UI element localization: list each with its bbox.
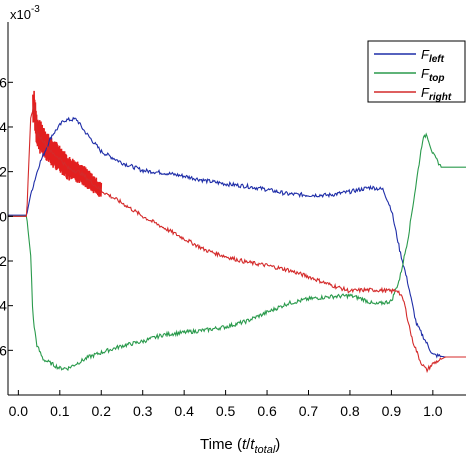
x-tick-label: 0.7 — [299, 403, 319, 419]
series-top-line — [8, 132, 466, 372]
legend-label-top: Ftop — [421, 66, 445, 84]
x-tick-label: 0.6 — [257, 403, 277, 419]
plot-area — [8, 90, 466, 374]
series-right-noise-band — [32, 90, 103, 197]
legend-entry-right: Fright — [374, 85, 452, 103]
y-tick-label: 2 — [0, 253, 7, 269]
x-tick-label: 0.5 — [216, 403, 236, 419]
y-tick-label: 4 — [0, 119, 7, 135]
series-left-line — [8, 116, 466, 359]
x-tick-label: 0.4 — [174, 403, 194, 419]
legend-label-left: Fleft — [421, 47, 445, 65]
y-tick-label: 4 — [0, 298, 7, 314]
x-tick-label: 0.1 — [50, 403, 70, 419]
series-right-line — [8, 104, 466, 374]
x-tick-label: 0.0 — [9, 403, 29, 419]
y-tick-label: 6 — [0, 74, 7, 90]
x-tick-label: 0.2 — [92, 403, 112, 419]
x-axis-label: Time (t/ttotal) — [200, 436, 280, 456]
y-tick-label: 6 — [0, 342, 7, 358]
legend: Fleft Ftop Fright — [367, 40, 466, 103]
x-tick-label: 1.0 — [423, 403, 443, 419]
legend-entry-top: Ftop — [374, 66, 445, 84]
x-tick-label: 0.8 — [340, 403, 360, 419]
x-tick-label: 0.3 — [133, 403, 153, 419]
legend-label-right: Fright — [421, 85, 452, 103]
legend-entry-left: Fleft — [374, 47, 445, 65]
y-tick-label: 2 — [0, 164, 7, 180]
axes: 0.0 0.1 0.2 0.3 0.4 0.5 0.6 0.7 0.8 0.9 1.0 6 4 2 0 2 4 6 — [0, 22, 466, 419]
y-multiplier: x10-3 — [10, 4, 40, 22]
x-tick-label: 0.9 — [382, 403, 402, 419]
y-tick-label: 0 — [0, 208, 7, 224]
